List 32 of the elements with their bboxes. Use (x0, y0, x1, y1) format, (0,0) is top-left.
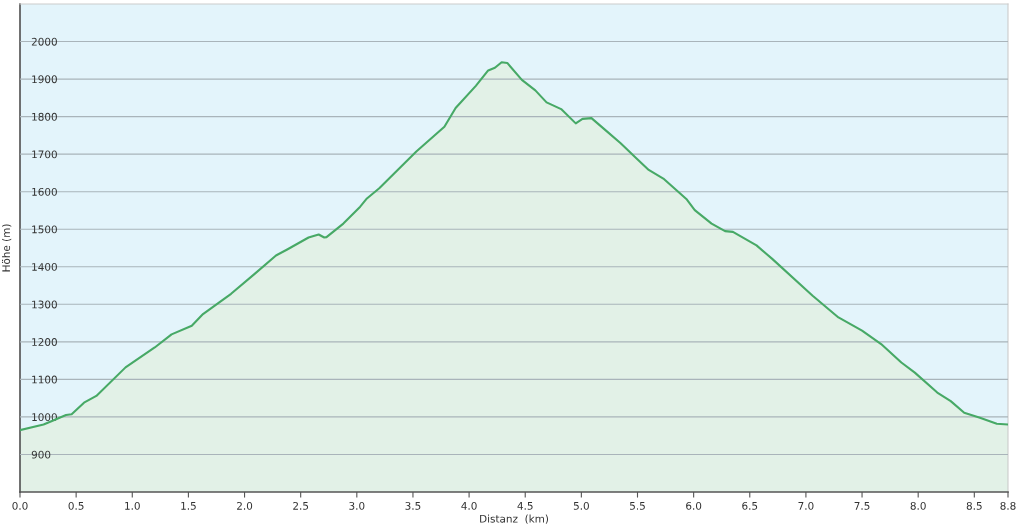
x-tick-label: 6.5 (742, 501, 758, 510)
y-tick-label: 1500 (32, 225, 57, 234)
x-tick-label: 4.0 (461, 501, 477, 510)
y-tick-label: 1100 (32, 375, 57, 384)
x-tick-label: 3.0 (349, 501, 365, 510)
x-tick-label: 7.5 (854, 502, 870, 510)
x-tick-label: 2.5 (293, 501, 309, 510)
x-tick-label: 4.5 (517, 502, 533, 510)
x-tick-label: 0.0 (12, 501, 28, 510)
y-tick-label: 1800 (32, 112, 57, 121)
y-tick-label: 1600 (32, 187, 57, 196)
x-tick-label: 5.0 (573, 501, 589, 510)
y-tick-label: 1300 (32, 300, 57, 309)
x-tick-label: 8.8 (1000, 501, 1016, 510)
x-axis-title: Distanz (km) (480, 514, 549, 524)
x-tick-label: 8.0 (910, 501, 926, 510)
y-tick-label: 2000 (31, 37, 57, 46)
y-tick-label: 900 (31, 450, 51, 459)
y-axis-title: Höhe (m) (2, 224, 12, 272)
x-tick-label: 5.5 (630, 502, 645, 510)
y-tick-label: 1700 (32, 150, 57, 159)
x-tick-label: 0.5 (68, 501, 84, 510)
x-tick-label: 2.0 (237, 501, 253, 510)
y-tick-label: 1200 (32, 338, 57, 346)
x-tick-label: 3.5 (405, 501, 421, 510)
x-tick-label: 1.5 (181, 502, 196, 510)
x-tick-label: 7.0 (798, 501, 814, 510)
y-tick-label: 1900 (32, 75, 57, 84)
y-tick-label: 1400 (32, 263, 57, 271)
x-tick-label: 8.5 (966, 501, 982, 510)
x-tick-label: 6.0 (686, 501, 702, 510)
x-tick-label: 1.0 (125, 501, 140, 510)
